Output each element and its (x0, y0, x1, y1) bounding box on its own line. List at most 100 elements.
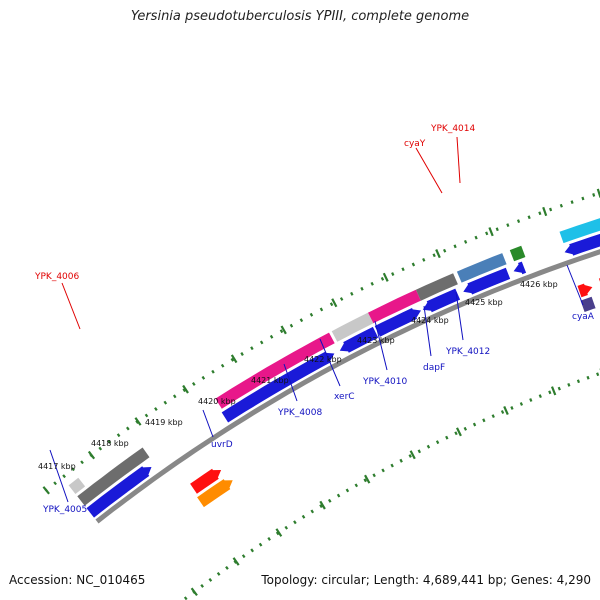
minor-tick (360, 286, 364, 291)
minor-tick (417, 449, 421, 454)
minor-tick (401, 267, 405, 272)
minor-tick (422, 257, 426, 262)
minor-tick (98, 446, 103, 451)
minor-tick (259, 340, 264, 345)
gene-label: YPK_4005 (42, 505, 87, 515)
gene-label: xerC (334, 392, 355, 402)
gene-feature (463, 267, 511, 295)
major-tick (435, 249, 441, 259)
minor-tick (519, 402, 524, 406)
minor-tick (596, 372, 600, 377)
minor-tick (182, 388, 187, 393)
minor-tick (107, 439, 112, 444)
gene-feature (513, 261, 527, 275)
minor-tick (372, 473, 376, 478)
minor-tick (350, 291, 354, 296)
scale-label: 4422 kbp (304, 355, 342, 364)
callout-line (415, 147, 443, 194)
minor-tick (408, 454, 412, 458)
minor-tick (289, 323, 294, 328)
minor-tick (258, 542, 263, 547)
minor-tick (548, 390, 552, 395)
minor-tick (426, 444, 431, 449)
minor-tick (154, 407, 158, 412)
minor-tick (380, 276, 385, 281)
minor-tick (208, 577, 213, 582)
minor-tick (491, 414, 495, 419)
minor-tick (62, 474, 66, 479)
gene-label: uvrD (211, 440, 233, 450)
minor-tick (329, 302, 334, 307)
accession-text: Accession: NC_010465 (9, 573, 146, 587)
major-tick (542, 206, 548, 217)
gene-feature (197, 479, 233, 508)
minor-tick (576, 379, 581, 384)
gene-feature (368, 289, 421, 324)
minor-tick (269, 334, 274, 339)
minor-tick (339, 297, 344, 301)
minor-tick (399, 458, 403, 463)
major-tick (232, 557, 240, 566)
gene-label: YPK_4010 (362, 377, 408, 387)
minor-tick (309, 312, 314, 317)
minor-tick (71, 467, 75, 472)
minor-tick (345, 488, 350, 493)
major-tick (364, 474, 371, 484)
minor-tick (411, 262, 416, 267)
minor-tick (267, 537, 271, 541)
major-tick (550, 386, 557, 396)
gene-label: YPK_4014 (430, 124, 476, 134)
callout-line (49, 449, 69, 503)
minor-tick (527, 215, 531, 220)
major-tick (503, 405, 509, 416)
minor-tick (557, 386, 561, 391)
minor-tick (592, 193, 596, 197)
gene-feature (577, 283, 593, 298)
minor-tick (529, 398, 533, 402)
minor-tick (293, 520, 297, 525)
gene-feature (215, 332, 335, 409)
gene-feature (564, 233, 600, 256)
minor-tick (435, 440, 440, 445)
minor-tick (567, 383, 571, 387)
minor-tick (516, 219, 521, 223)
minor-tick (183, 596, 188, 600)
gene-feature (331, 312, 374, 342)
gene-feature (374, 308, 421, 337)
major-tick (596, 188, 600, 198)
gene-feature (509, 245, 526, 262)
minor-tick (586, 375, 590, 380)
map-title: Yersinia pseudotuberculosis YPIII, compl… (130, 9, 470, 24)
minor-tick (53, 481, 57, 486)
gene-label: YPK_4012 (445, 347, 490, 357)
gene-feature (422, 288, 461, 313)
scale-label: 4420 kbp (198, 397, 236, 406)
gene-feature (221, 351, 335, 423)
minor-tick (506, 223, 510, 227)
minor-tick (299, 318, 304, 323)
minor-tick (80, 460, 84, 465)
minor-tick (230, 357, 235, 362)
scale-ticks (42, 188, 600, 600)
minor-tick (201, 375, 206, 380)
gene-feature (86, 466, 152, 518)
minor-tick (126, 426, 130, 431)
minor-tick (432, 253, 436, 258)
minor-tick (538, 394, 542, 399)
minor-tick (172, 394, 177, 399)
minor-tick (482, 418, 486, 423)
minor-tick (500, 410, 505, 414)
minor-tick (191, 381, 196, 386)
gene-features (68, 218, 600, 518)
minor-tick (370, 281, 374, 286)
minor-tick (453, 244, 457, 249)
scale-labels: 4417 kbp 4418 kbp 4419 kbp 4420 kbp 4421 kbp… (38, 280, 558, 471)
minor-tick (485, 231, 489, 236)
minor-tick (241, 554, 246, 559)
scale-label: 4425 kbp (465, 298, 503, 307)
scale-label: 4424 kbp (411, 316, 449, 325)
scale-label: 4423 kbp (357, 336, 395, 345)
scale-label: 4426 kbp (520, 280, 558, 289)
minor-tick (570, 200, 574, 204)
